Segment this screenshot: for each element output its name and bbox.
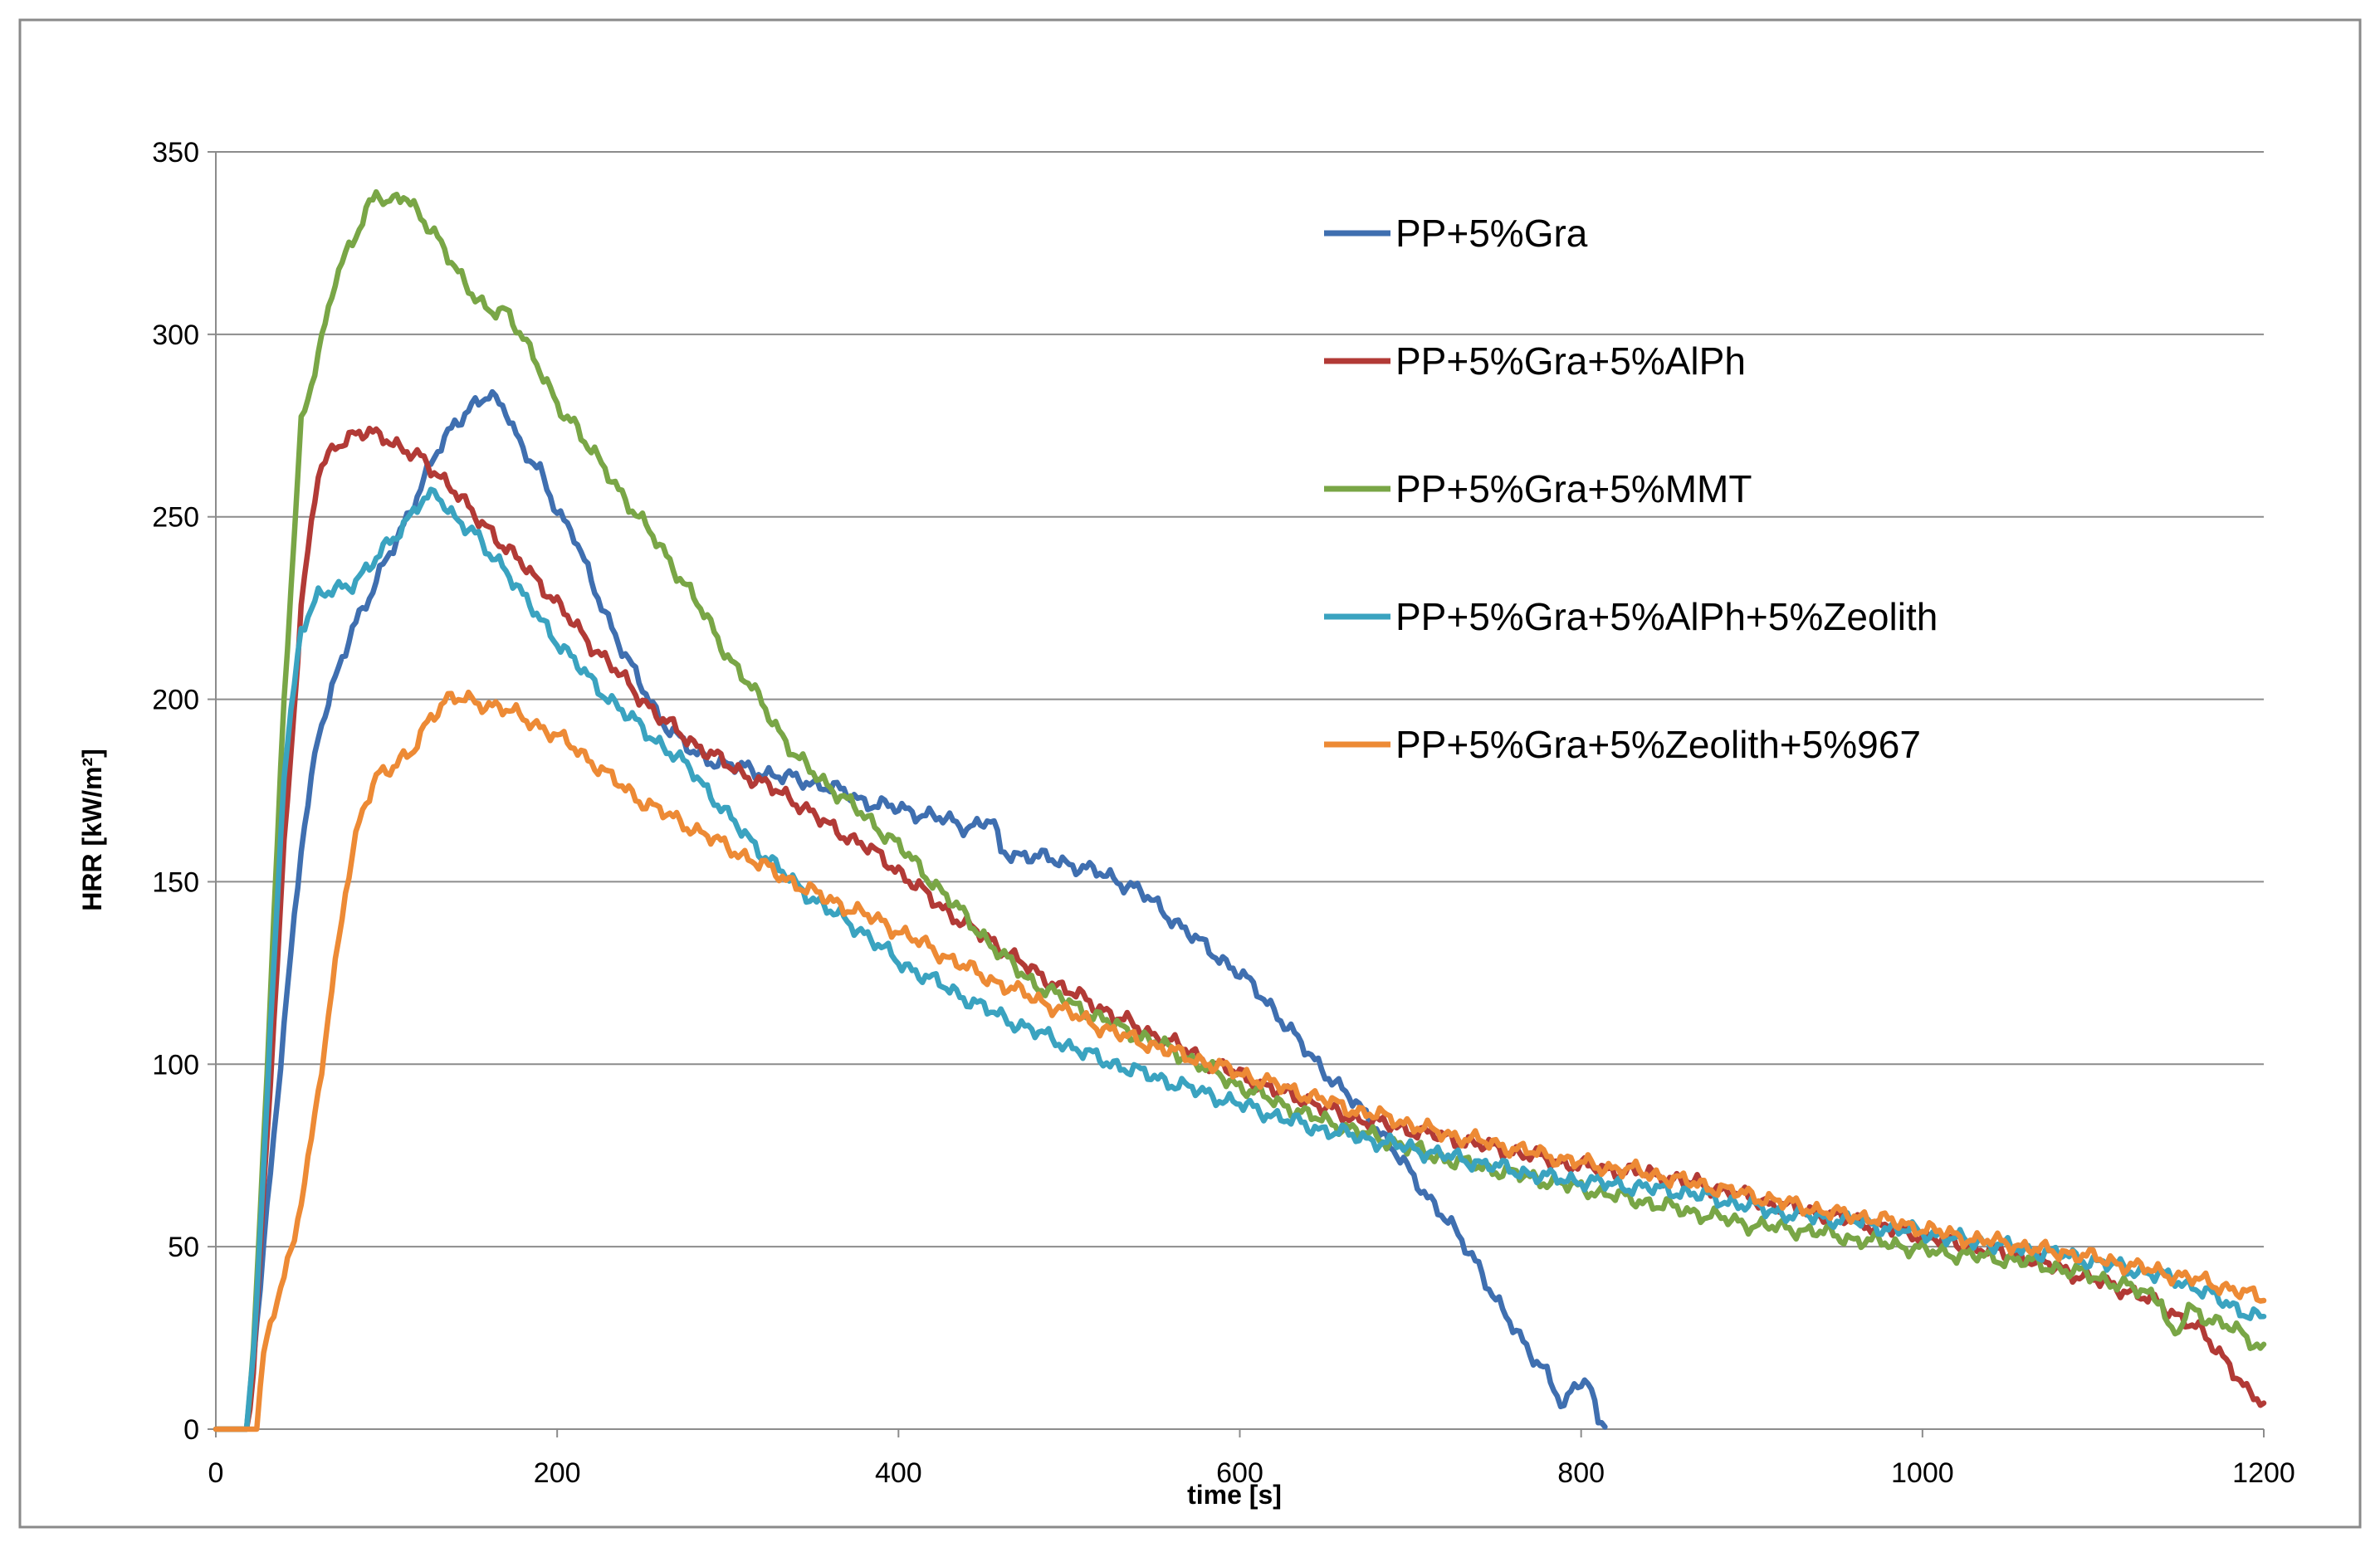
plot-area	[213, 188, 2267, 1432]
y-tick-label: 150	[152, 866, 199, 898]
y-tick-label: 0	[183, 1414, 199, 1446]
y-tick-label: 350	[152, 137, 199, 168]
legend: PP+5%Gra PP+5%Gra+5%AlPh PP+5%Gra+5%MMT PP+…	[1324, 212, 1938, 766]
y-tick-label: 200	[152, 685, 199, 716]
y-tick-label: 50	[168, 1232, 199, 1263]
gridlines	[216, 151, 2264, 1248]
x-axis-title: time [s]	[1187, 1480, 1282, 1510]
legend-label: PP+5%Gra+5%MMT	[1395, 467, 1752, 510]
y-tick-label: 100	[152, 1049, 199, 1081]
legend-label: PP+5%Gra+5%Zeolith+5%967	[1395, 723, 1921, 766]
x-axis-ticks: 0 200 400 600 800 1000 1200	[208, 1429, 2295, 1489]
x-tick-label: 800	[1557, 1457, 1605, 1489]
x-tick-label: 1000	[1891, 1457, 1954, 1489]
x-tick-label: 0	[208, 1457, 224, 1489]
x-tick-label: 600	[1216, 1457, 1263, 1489]
series-line-5	[213, 689, 2267, 1432]
x-tick-label: 1200	[2232, 1457, 2295, 1489]
chart-border	[18, 18, 2362, 1529]
series-line-3	[213, 188, 2267, 1432]
y-axis-title: HRR [kW/m²]	[77, 749, 107, 911]
x-tick-label: 400	[875, 1457, 922, 1489]
y-axis-ticks: 0 50 100 150 200 250 300 350	[152, 137, 216, 1446]
legend-label: PP+5%Gra+5%AlPh	[1395, 339, 1746, 383]
x-tick-label: 200	[534, 1457, 581, 1489]
legend-label: PP+5%Gra+5%AlPh+5%Zeolith	[1395, 595, 1938, 638]
y-tick-label: 250	[152, 502, 199, 534]
legend-label: PP+5%Gra	[1395, 212, 1588, 255]
y-tick-label: 300	[152, 320, 199, 351]
